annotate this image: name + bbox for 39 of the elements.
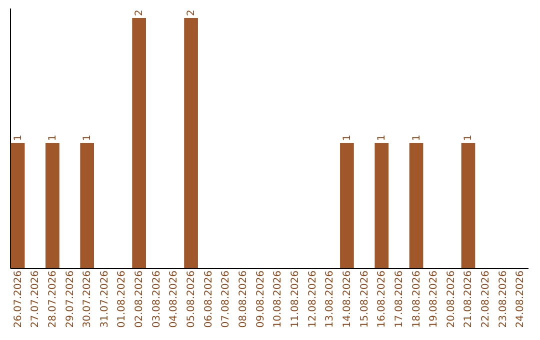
data-label: 2	[134, 10, 146, 16]
x-tick-label: 17.08.2026	[394, 270, 405, 328]
data-label: 1	[376, 134, 388, 141]
x-tick-label: 02.08.2026	[134, 270, 146, 328]
x-tick-label: 28.07.2026	[47, 270, 58, 328]
x-tick-label: 21.08.2026	[463, 270, 474, 328]
x-tick-label: 18.08.2026	[411, 270, 422, 328]
x-tick-label: 11.08.2026	[290, 270, 301, 328]
x-tick-label: 10.08.2026	[272, 270, 284, 328]
x-tick-label: 31.07.2026	[99, 270, 110, 328]
x-tick-label: 09.08.2026	[255, 270, 266, 328]
x-tick-label: 03.08.2026	[151, 270, 162, 328]
data-label: 1	[12, 134, 24, 141]
data-label: 1	[47, 134, 58, 141]
x-tick-label: 01.08.2026	[116, 270, 128, 328]
data-label: 1	[463, 134, 474, 141]
x-tick-label: 15.08.2026	[359, 270, 370, 328]
x-tick-label: 06.08.2026	[203, 270, 214, 328]
x-tick-label: 14.08.2026	[342, 270, 353, 328]
x-tick-label: 20.08.2026	[446, 270, 457, 328]
data-label: 2	[186, 10, 198, 16]
data-label: 1	[342, 134, 353, 141]
data-label: 1	[411, 134, 422, 141]
x-tick-label: 19.08.2026	[428, 270, 440, 328]
x-tick-label: 24.08.2026	[515, 270, 526, 328]
x-tick-label: 05.08.2026	[186, 270, 198, 328]
x-tick-label: 16.08.2026	[376, 270, 388, 328]
x-tick-label: 04.08.2026	[168, 270, 180, 328]
x-tick-label: 27.07.2026	[30, 270, 42, 328]
x-tick-label: 30.07.2026	[82, 270, 94, 328]
x-tick-label: 26.07.2026	[12, 270, 24, 328]
x-tick-label: 07.08.2026	[220, 270, 232, 328]
x-tick-label: 12.08.2026	[307, 270, 318, 328]
x-tick-label: 13.08.2026	[324, 270, 336, 328]
x-tick-label: 23.08.2026	[498, 270, 509, 328]
x-tick-label: 22.08.2026	[480, 270, 492, 328]
data-label: 1	[82, 134, 94, 141]
x-tick-label: 08.08.2026	[238, 270, 250, 328]
x-tick-label: 29.07.2026	[64, 270, 76, 328]
